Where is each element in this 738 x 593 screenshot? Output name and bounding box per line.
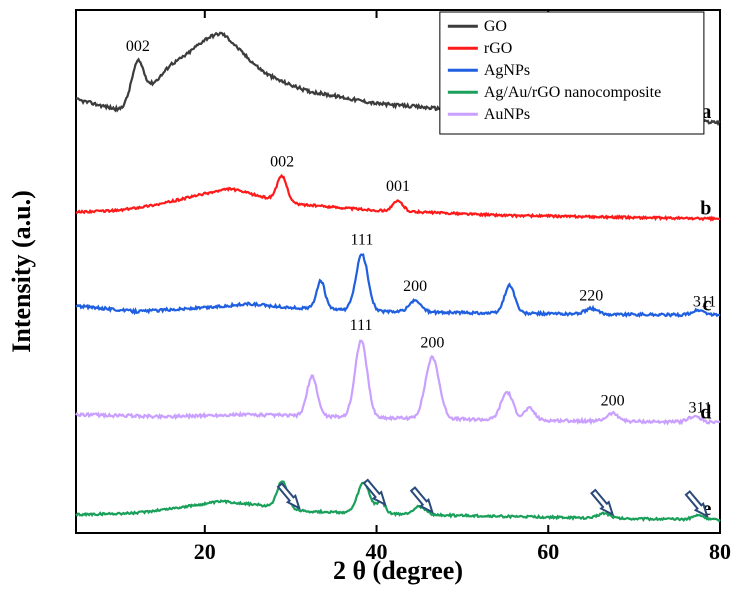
peak-label: 200	[403, 278, 427, 295]
chart-container: 204060802 θ (degree)Intensity (a.u.)0020…	[0, 0, 738, 593]
y-axis-title: Intensity (a.u.)	[7, 190, 36, 353]
legend-label: Ag/Au/rGO nanocomposite	[484, 84, 661, 101]
legend-label: GO	[484, 18, 507, 35]
panel-label: b	[700, 198, 711, 220]
x-tick-label: 60	[537, 539, 559, 564]
peak-label: 002	[270, 153, 294, 170]
arrow-icon	[276, 482, 303, 511]
legend-label: rGO	[484, 40, 512, 57]
xrd-chart: 204060802 θ (degree)Intensity (a.u.)0020…	[0, 0, 738, 593]
peak-label: 220	[579, 287, 603, 304]
peak-label: 111	[351, 232, 374, 249]
peak-label: 200	[601, 392, 625, 409]
legend-label: AuNPs	[484, 106, 530, 123]
legend-label: AgNPs	[484, 62, 530, 79]
series-e	[76, 482, 720, 521]
peak-label: 002	[126, 38, 150, 55]
peak-label: 001	[386, 178, 410, 195]
peak-label: 200	[420, 335, 444, 352]
legend: GO rGO AgNPs Ag/Au/rGO nanocomposite AuNPs	[440, 12, 704, 134]
panel-label: d	[700, 401, 711, 423]
series-d	[76, 341, 720, 424]
peak-label: 111	[350, 317, 373, 334]
x-axis-title: 2 θ (degree)	[333, 556, 463, 585]
x-tick-label: 80	[709, 539, 731, 564]
panel-label: c	[703, 294, 712, 316]
series-c	[76, 255, 720, 317]
x-tick-label: 20	[194, 539, 216, 564]
legend-box	[440, 12, 704, 134]
